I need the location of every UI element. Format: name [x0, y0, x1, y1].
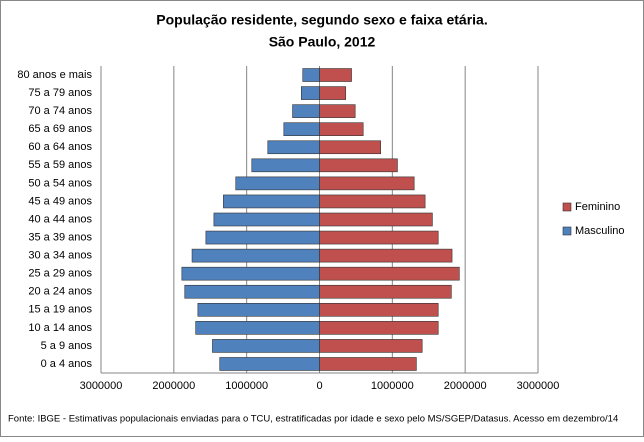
bar — [319, 284, 452, 299]
y-tick-label: 45 a 49 anos — [28, 195, 92, 207]
y-tick-label: 5 a 9 anos — [41, 340, 93, 352]
y-tick-label: 25 a 29 anos — [28, 268, 92, 280]
y-tick-label: 35 a 39 anos — [28, 231, 92, 243]
legend-label: Masculino — [575, 225, 625, 237]
bar — [319, 212, 433, 227]
y-tick-label: 15 a 19 anos — [28, 304, 92, 316]
x-tick-label: 1000000 — [371, 380, 414, 392]
bar — [235, 176, 320, 191]
y-tick-label: 0 a 4 anos — [41, 358, 93, 370]
bar — [212, 339, 320, 353]
legend-swatch — [562, 202, 572, 212]
bar — [319, 357, 417, 371]
y-tick-label: 80 anos e mais — [17, 69, 92, 81]
source-note: Fonte: IBGE - Estimativas populacionais … — [8, 414, 618, 425]
bar — [319, 321, 439, 335]
bar — [300, 86, 320, 100]
y-tick-label: 70 a 74 anos — [28, 105, 92, 117]
chart-title: População residente, segundo sexo e faix… — [156, 12, 487, 28]
bar — [219, 357, 320, 371]
bar — [213, 212, 320, 227]
bar — [223, 194, 320, 209]
bar — [319, 248, 453, 263]
bar — [319, 158, 398, 173]
x-tick-label: 2000000 — [444, 380, 487, 392]
x-tick-label: 3000000 — [80, 380, 123, 392]
x-tick-label: 0 — [316, 380, 322, 392]
bar — [319, 302, 439, 317]
bar — [181, 266, 320, 281]
y-tick-label: 75 a 79 anos — [28, 87, 92, 99]
y-tick-label: 30 a 34 anos — [28, 250, 92, 262]
chart-subtitle: São Paulo, 2012 — [269, 34, 376, 50]
bar — [319, 68, 352, 82]
bar — [319, 86, 347, 100]
bar — [319, 230, 439, 245]
y-tick-label: 65 a 69 anos — [28, 123, 92, 135]
bar — [319, 176, 415, 191]
y-tick-label: 40 a 44 anos — [28, 213, 92, 225]
x-tick-label: 1000000 — [225, 380, 268, 392]
bar — [195, 321, 320, 335]
bar — [319, 104, 356, 118]
y-tick-label: 20 a 24 anos — [28, 286, 92, 298]
legend-label: Feminino — [575, 201, 620, 213]
bar — [205, 230, 320, 245]
bar — [292, 104, 320, 118]
y-tick-label: 55 a 59 anos — [28, 159, 92, 171]
bar — [184, 284, 320, 299]
bar — [267, 140, 320, 155]
bar — [319, 339, 423, 353]
x-tick-label: 2000000 — [152, 380, 195, 392]
legend-swatch — [562, 226, 572, 236]
bar — [197, 302, 320, 317]
bar — [251, 158, 320, 173]
bar — [319, 140, 381, 155]
bar — [319, 194, 426, 209]
y-tick-label: 10 a 14 anos — [28, 322, 92, 334]
bar — [302, 68, 320, 82]
bar — [191, 248, 320, 263]
y-tick-label: 50 a 54 anos — [28, 177, 92, 189]
bar — [319, 266, 460, 281]
x-tick-label: 3000000 — [517, 380, 560, 392]
bar — [283, 122, 320, 137]
y-tick-label: 60 a 64 anos — [28, 141, 92, 153]
bar — [319, 122, 364, 137]
